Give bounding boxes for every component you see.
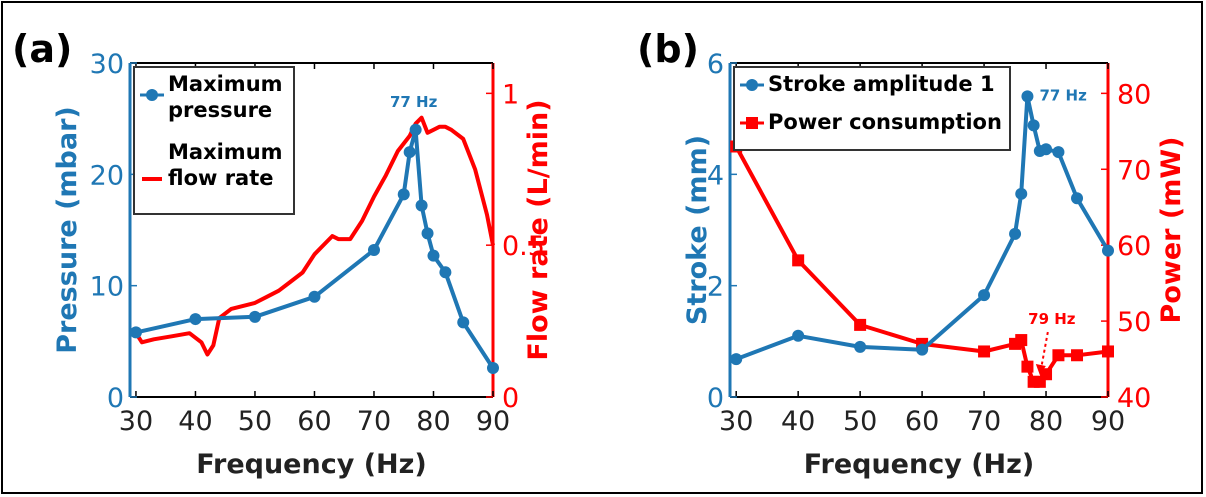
data-point — [308, 290, 321, 303]
data-point — [421, 227, 434, 240]
data-point — [409, 123, 422, 136]
x-tick-label: 70 — [357, 406, 391, 437]
legend-box — [733, 66, 1011, 151]
data-point — [1071, 192, 1084, 205]
y-left-tick-label: 30 — [90, 49, 124, 80]
y-left-tick-label: 10 — [90, 272, 124, 303]
data-point — [1040, 368, 1053, 381]
annotation-arrow — [1039, 331, 1049, 371]
data-point — [487, 362, 499, 375]
x-tick-label: 30 — [119, 406, 153, 437]
x-tick-label: 80 — [416, 406, 450, 437]
annotation-label: 79 Hz — [1028, 310, 1076, 328]
y-right-tick-label: 70 — [1117, 155, 1151, 186]
legend-marker — [146, 89, 158, 101]
data-point — [457, 316, 470, 329]
data-point — [439, 266, 452, 279]
legend-marker — [746, 79, 758, 91]
data-point — [730, 353, 743, 366]
y-right-tick-label: 50 — [1117, 307, 1151, 338]
data-point — [1052, 146, 1065, 159]
y-left-tick-label: 2 — [707, 272, 724, 303]
data-point — [792, 329, 805, 342]
legend-entry-label: pressure — [168, 98, 272, 122]
data-point — [1009, 227, 1022, 240]
x-tick-label: 80 — [1029, 406, 1063, 437]
data-point — [1102, 244, 1114, 257]
legend-marker — [746, 117, 758, 129]
y-right-tick-label: 0.5 — [502, 231, 545, 262]
y-left-tick-label: 20 — [90, 160, 124, 191]
x-tick-label: 90 — [1091, 406, 1125, 437]
y-axis-left-label: Pressure (mbar) — [52, 106, 83, 353]
y-right-tick-label: 80 — [1117, 79, 1151, 110]
data-point — [415, 199, 428, 212]
y-right-tick-label: 40 — [1117, 383, 1151, 414]
x-tick-label: 60 — [905, 406, 939, 437]
y-axis-right-label: Power (mW) — [1156, 137, 1187, 324]
data-point — [1071, 349, 1084, 362]
data-point — [854, 340, 867, 353]
x-tick-label: 30 — [719, 406, 753, 437]
data-point — [367, 244, 380, 257]
panel-b: (b) 30 40 50 60 70 80 90 0 2 4 6 40 50 60 70 80 Frequency… — [637, 27, 1187, 480]
y-left-tick-label: 0 — [107, 383, 124, 414]
legend-entry-label: Stroke amplitude 1 — [768, 72, 995, 96]
annotation-arrowhead — [1035, 364, 1046, 376]
y-axis-left-label: Stroke (mm) — [682, 135, 713, 325]
data-point — [248, 310, 261, 323]
x-tick-label: 40 — [178, 406, 212, 437]
x-axis-label: Frequency (Hz) — [196, 449, 426, 480]
y-right-tick-label: 0 — [502, 383, 519, 414]
y-right-tick-label: 1 — [502, 79, 519, 110]
data-point — [978, 345, 991, 358]
legend: Stroke amplitude 1 Power consumption — [733, 66, 1011, 151]
y-left-tick-label: 0 — [707, 383, 724, 414]
series-line — [134, 115, 495, 357]
panel-label: (b) — [637, 27, 699, 71]
y-right-tick-label: 60 — [1117, 231, 1151, 262]
data-point — [1015, 334, 1028, 347]
data-point — [1021, 360, 1034, 373]
x-tick-label: 70 — [967, 406, 1001, 437]
data-point — [1102, 345, 1114, 358]
data-point — [397, 188, 410, 201]
x-tick-label: 40 — [781, 406, 815, 437]
y-left-tick-label: 6 — [707, 49, 724, 80]
x-tick-label: 60 — [297, 406, 331, 437]
data-point — [1021, 90, 1034, 103]
legend-entry-label: Maximum — [168, 72, 283, 96]
data-point — [1027, 119, 1040, 132]
panel-label: (a) — [12, 27, 72, 71]
legend-entry-label: Power consumption — [768, 110, 1002, 134]
x-tick-label: 50 — [843, 406, 877, 437]
legend-entry-label: flow rate — [168, 166, 274, 190]
annotation-label: 77 Hz — [390, 93, 438, 111]
data-point — [792, 254, 805, 267]
data-point — [403, 146, 416, 159]
data-point — [189, 313, 202, 326]
data-point — [916, 343, 929, 356]
x-tick-label: 50 — [238, 406, 272, 437]
y-axis-right-label: Flow rate (L/min) — [523, 99, 554, 360]
data-point — [1052, 349, 1065, 362]
y-left-tick-label: 4 — [707, 160, 724, 191]
legend-entry-label: Maximum — [168, 140, 283, 164]
data-point — [854, 318, 867, 331]
x-axis-label: Frequency (Hz) — [804, 449, 1034, 480]
annotation-label: 77 Hz — [1039, 86, 1087, 104]
data-point — [1015, 187, 1028, 200]
data-point — [427, 249, 440, 262]
data-point — [1040, 143, 1053, 156]
legend-box — [133, 66, 295, 215]
data-point — [978, 289, 991, 302]
data-point — [129, 326, 142, 339]
x-tick-label: 90 — [476, 406, 510, 437]
